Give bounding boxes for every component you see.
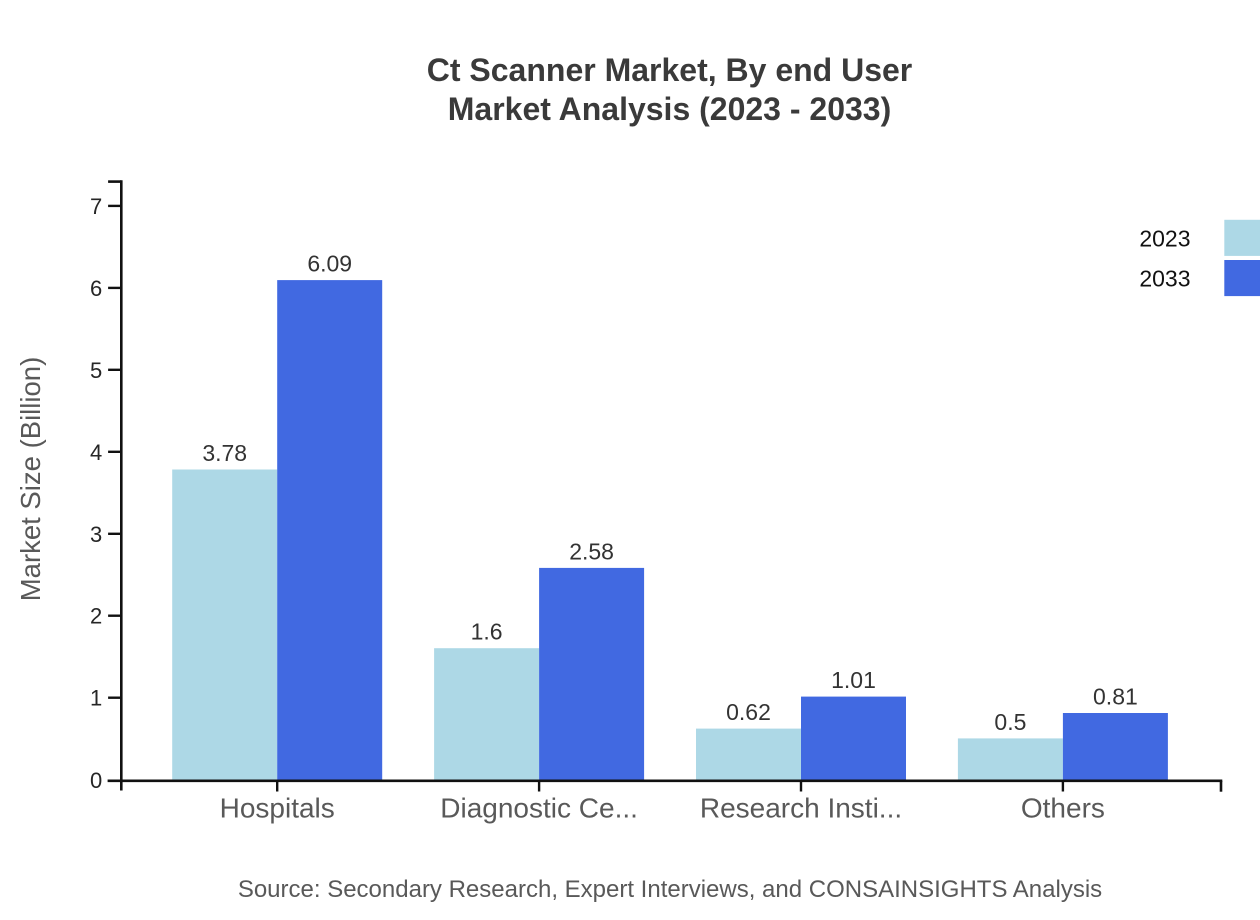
svg-text:0: 0 xyxy=(90,768,102,793)
svg-text:2: 2 xyxy=(90,604,102,629)
svg-text:2033: 2033 xyxy=(1139,265,1190,291)
svg-text:0.5: 0.5 xyxy=(994,709,1026,735)
svg-text:Hospitals: Hospitals xyxy=(220,792,335,823)
svg-text:7: 7 xyxy=(90,194,102,219)
svg-text:Diagnostic Ce...: Diagnostic Ce... xyxy=(440,792,638,823)
svg-text:Market Size (Billion): Market Size (Billion) xyxy=(15,357,46,602)
svg-text:1.01: 1.01 xyxy=(831,667,876,693)
svg-text:Ct Scanner Market, By end User: Ct Scanner Market, By end User xyxy=(427,52,913,88)
svg-text:6: 6 xyxy=(90,276,102,301)
svg-text:1: 1 xyxy=(90,686,102,711)
svg-text:3: 3 xyxy=(90,522,102,547)
svg-text:Market Analysis (2023 - 2033): Market Analysis (2023 - 2033) xyxy=(448,91,892,127)
svg-text:6.09: 6.09 xyxy=(307,251,352,277)
svg-text:3.78: 3.78 xyxy=(202,440,247,466)
svg-text:Research Insti...: Research Insti... xyxy=(700,792,902,823)
svg-text:Others: Others xyxy=(1021,792,1105,823)
svg-text:5: 5 xyxy=(90,358,102,383)
svg-text:1.6: 1.6 xyxy=(471,619,503,645)
svg-text:0.81: 0.81 xyxy=(1093,684,1138,710)
svg-text:Source: Secondary Research, Ex: Source: Secondary Research, Expert Inter… xyxy=(238,876,1102,903)
svg-text:2023: 2023 xyxy=(1139,225,1190,251)
svg-text:4: 4 xyxy=(90,440,102,465)
svg-text:2.58: 2.58 xyxy=(569,538,614,564)
svg-text:0.62: 0.62 xyxy=(726,699,771,725)
